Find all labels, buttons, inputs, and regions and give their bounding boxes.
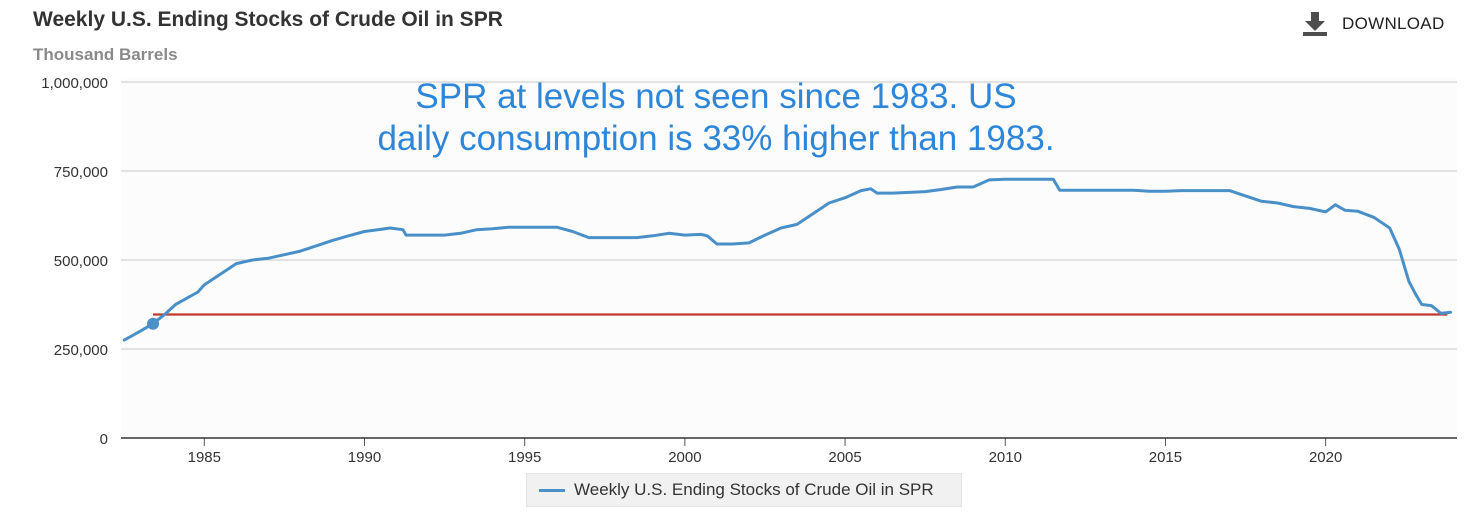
download-icon bbox=[1303, 12, 1327, 36]
download-label: DOWNLOAD bbox=[1342, 14, 1445, 33]
highlight-point-1983[interactable] bbox=[147, 317, 160, 330]
x-tick-label: 2005 bbox=[828, 449, 861, 466]
x-tick-label: 2010 bbox=[989, 449, 1022, 466]
x-tick-label: 1995 bbox=[508, 449, 541, 466]
annotation-line-1: SPR at levels not seen since 1983. US bbox=[415, 77, 1016, 116]
legend[interactable]: Weekly U.S. Ending Stocks of Crude Oil i… bbox=[526, 473, 962, 507]
x-axis-ticks: 1985 1990 1995 2000 2005 2010 2015 2020 bbox=[188, 438, 1342, 466]
legend-label: Weekly U.S. Ending Stocks of Crude Oil i… bbox=[574, 480, 934, 499]
x-tick-label: 2015 bbox=[1149, 449, 1182, 466]
x-tick-label: 1985 bbox=[188, 449, 221, 466]
legend-swatch bbox=[539, 488, 565, 492]
y-tick-label: 500,000 bbox=[54, 253, 108, 270]
grid-lines bbox=[121, 81, 1457, 350]
chart-subtitle: Thousand Barrels bbox=[33, 45, 178, 64]
y-tick-label: 750,000 bbox=[54, 164, 108, 181]
annotation-line-2: daily consumption is 33% higher than 198… bbox=[377, 119, 1054, 158]
x-tick-label: 2000 bbox=[668, 449, 701, 466]
y-tick-label: 250,000 bbox=[54, 342, 108, 359]
chart-title: Weekly U.S. Ending Stocks of Crude Oil i… bbox=[33, 8, 503, 31]
spr-line-chart: 0 250,000 500,000 750,000 1,000,000 1985 1990… bbox=[41, 75, 1457, 466]
x-tick-label: 1990 bbox=[348, 449, 381, 466]
series-line-spr-stocks[interactable] bbox=[122, 177, 1453, 342]
y-axis-ticks: 0 250,000 500,000 750,000 1,000,000 bbox=[41, 75, 108, 448]
plot-background bbox=[121, 78, 1457, 438]
y-tick-label: 0 bbox=[100, 431, 108, 448]
x-tick-label: 2020 bbox=[1309, 449, 1342, 466]
y-tick-label: 1,000,000 bbox=[41, 75, 108, 92]
download-button[interactable]: DOWNLOAD bbox=[1302, 11, 1445, 37]
